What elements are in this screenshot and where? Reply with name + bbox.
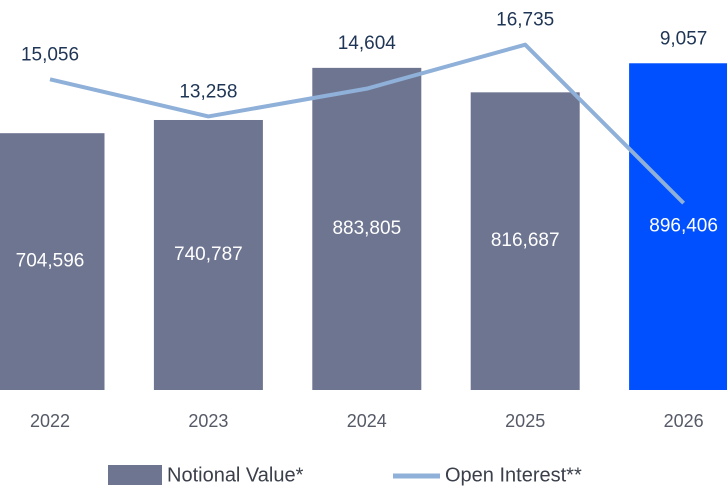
x-tick-label: 2025	[505, 411, 545, 431]
line-value-label: 13,258	[179, 81, 237, 102]
line-value-label: 16,735	[496, 10, 554, 31]
x-tick-label: 2022	[30, 411, 70, 431]
line-value-label: 15,056	[21, 44, 79, 65]
bar	[629, 63, 727, 390]
line-value-label: 14,604	[338, 33, 397, 54]
legend-swatch	[108, 465, 162, 485]
bar	[312, 67, 422, 390]
bar-value-label: 896,406	[649, 216, 718, 237]
bar	[153, 119, 263, 390]
legend-label: Open Interest**	[445, 464, 582, 486]
line-value-label: 9,057	[660, 28, 708, 49]
x-tick-label: 2026	[664, 411, 704, 431]
bar-value-label: 883,805	[332, 218, 401, 239]
x-tick-label: 2024	[347, 411, 387, 431]
bar-value-label: 816,687	[491, 230, 560, 251]
bar	[0, 133, 105, 390]
bar	[470, 92, 580, 390]
bar-value-label: 740,787	[174, 244, 243, 265]
line	[49, 42, 686, 205]
legend-label: Notional Value*	[167, 464, 304, 486]
bar-value-label: 704,596	[16, 251, 85, 272]
x-tick-label: 2023	[188, 411, 228, 431]
